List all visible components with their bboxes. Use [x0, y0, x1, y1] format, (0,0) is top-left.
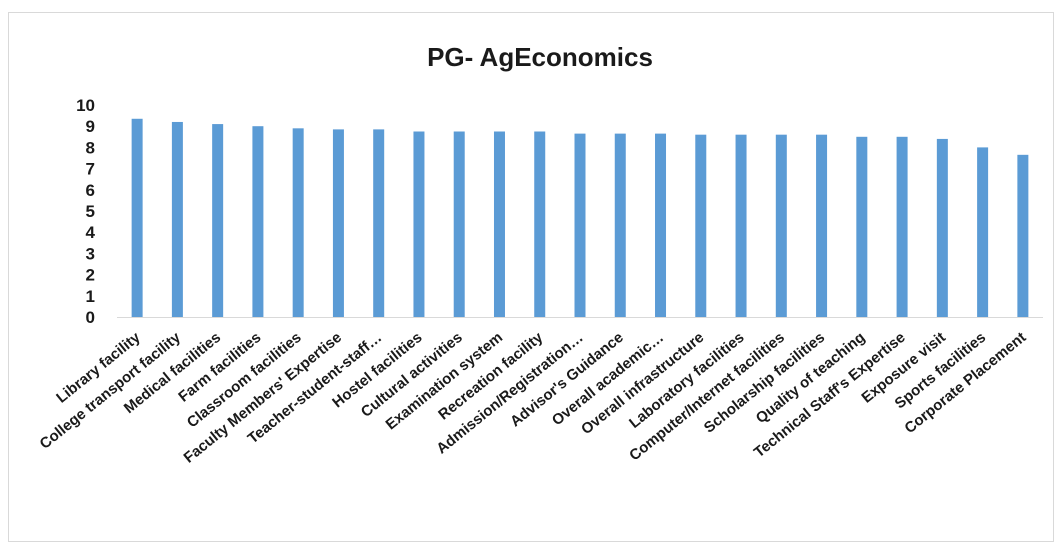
bar — [856, 136, 868, 317]
bar — [534, 131, 546, 317]
chart-title: PG- AgEconomics — [427, 42, 653, 72]
bar — [131, 118, 143, 317]
bar — [453, 131, 465, 317]
y-axis: 0 1 2 3 4 5 6 7 8 9 10 — [76, 96, 95, 327]
bar — [171, 121, 183, 318]
y-tick-label: 1 — [86, 287, 95, 306]
y-tick-label: 0 — [86, 308, 95, 327]
bar — [413, 131, 425, 317]
y-tick-label: 9 — [86, 117, 95, 136]
y-tick-label: 4 — [86, 223, 96, 242]
y-tick-label: 3 — [86, 244, 95, 263]
y-tick-label: 5 — [86, 202, 95, 221]
bar — [1017, 154, 1029, 317]
bar — [292, 128, 304, 317]
bar — [493, 131, 505, 317]
bar — [332, 129, 344, 317]
bar — [896, 136, 908, 317]
bar — [655, 133, 667, 317]
y-tick-label: 2 — [86, 266, 95, 285]
bar — [695, 134, 707, 317]
y-tick-label: 6 — [86, 181, 95, 200]
y-tick-label: 8 — [86, 138, 95, 157]
bar — [735, 134, 747, 317]
y-tick-label: 7 — [86, 160, 95, 179]
bar — [574, 133, 586, 317]
bars — [131, 118, 1029, 318]
bar — [614, 133, 626, 317]
bar — [816, 134, 828, 317]
y-tick-label: 10 — [76, 96, 95, 115]
bar — [252, 126, 264, 317]
bar — [373, 129, 385, 317]
bar — [775, 134, 787, 317]
bar — [977, 147, 989, 317]
bar — [212, 124, 224, 317]
bar — [936, 138, 948, 317]
